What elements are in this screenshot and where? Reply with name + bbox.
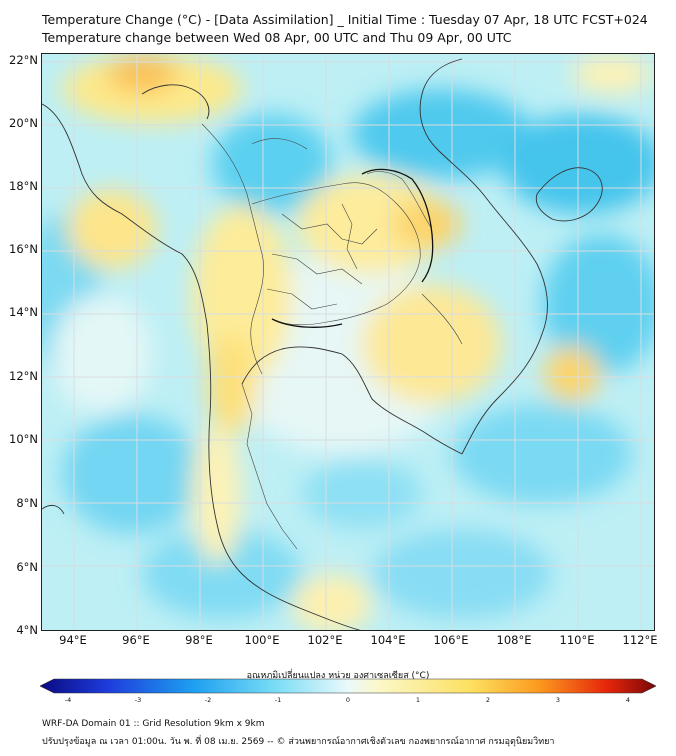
colorbar-tick: -2 <box>204 696 212 704</box>
country-borders <box>271 168 434 328</box>
lon-label-104e: 104°E <box>370 633 406 647</box>
colorbar-tick: 1 <box>415 696 421 704</box>
temperature-change-map <box>41 53 655 631</box>
lat-label-18n: 18°N <box>9 179 38 193</box>
temperature-field <box>42 54 654 630</box>
lat-label-8n: 8°N <box>16 496 38 510</box>
lon-label-102e: 102°E <box>307 633 343 647</box>
lat-label-12n: 12°N <box>9 369 38 383</box>
lon-label-98e: 98°E <box>185 633 213 647</box>
colorbar-tick: -4 <box>64 696 72 704</box>
colorbar-title: อุณหภูมิเปลี่ยนแปลง หน่วย องศาเซลเซียส (… <box>246 671 430 681</box>
colorbar-tick: -1 <box>274 696 282 704</box>
graticule <box>42 54 654 630</box>
lat-label-16n: 16°N <box>9 242 38 256</box>
colorbar <box>40 678 656 694</box>
footer-update-info: ปรับปรุงข้อมูล ณ เวลา 01:00น. วัน พ. ที่… <box>42 737 555 747</box>
map-subtitle: Temperature change between Wed 08 Apr, 0… <box>42 30 512 45</box>
lon-label-108e: 108°E <box>496 633 532 647</box>
lat-label-20n: 20°N <box>9 116 38 130</box>
colorbar-tick: -3 <box>134 696 142 704</box>
lat-label-4n: 4°N <box>16 623 38 637</box>
lon-label-110e: 110°E <box>559 633 595 647</box>
lat-label-22n: 22°N <box>9 53 38 67</box>
lon-label-106e: 106°E <box>433 633 469 647</box>
lat-label-14n: 14°N <box>9 305 38 319</box>
map-title: Temperature Change (°C) - [Data Assimila… <box>42 12 648 27</box>
lon-label-100e: 100°E <box>244 633 280 647</box>
map-canvas <box>42 54 654 630</box>
lat-label-6n: 6°N <box>16 560 38 574</box>
lon-label-112e: 112°E <box>622 633 658 647</box>
colorbar-gradient <box>40 678 656 694</box>
lon-label-96e: 96°E <box>122 633 150 647</box>
colorbar-tick: 4 <box>625 696 631 704</box>
colorbar-tick: 0 <box>345 696 351 704</box>
lat-label-10n: 10°N <box>9 432 38 446</box>
colorbar-tick: 2 <box>485 696 491 704</box>
colorbar-tick: 3 <box>555 696 561 704</box>
lon-label-94e: 94°E <box>59 633 87 647</box>
province-borders <box>201 123 463 550</box>
coastlines <box>42 58 603 630</box>
footer-domain-info: WRF-DA Domain 01 :: Grid Resolution 9km … <box>42 719 265 729</box>
